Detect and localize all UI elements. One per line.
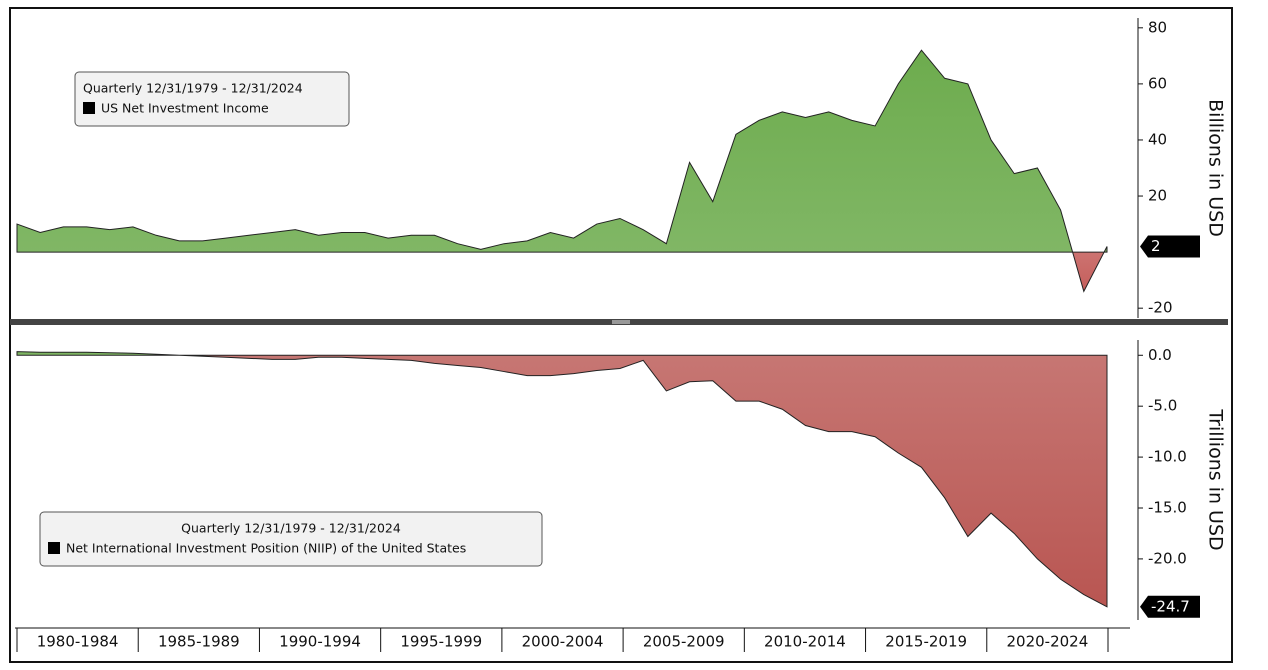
last-value-label: 2 — [1151, 237, 1161, 255]
y-axis-title: Billions in USD — [1205, 99, 1227, 237]
area — [16, 351, 1108, 608]
x-tick-label: 2010-2014 — [764, 633, 846, 651]
legend: Quarterly 12/31/1979 - 12/31/2024 Net Int… — [39, 511, 543, 567]
legend-label: Net International Investment Position (N… — [66, 541, 466, 556]
x-tick-label: 2015-2019 — [885, 633, 967, 651]
y-tick-label: -20 — [1148, 299, 1173, 317]
area — [16, 49, 1108, 293]
y-tick-label: 80 — [1148, 18, 1167, 36]
legend-title: Quarterly 12/31/1979 - 12/31/2024 — [181, 521, 401, 536]
x-tick-label: 2000-2004 — [522, 633, 604, 651]
y-tick-label: -5.0 — [1148, 397, 1177, 415]
legend: Quarterly 12/31/1979 - 12/31/2024 US Net … — [74, 71, 350, 127]
divider-handle — [612, 320, 630, 324]
y-tick-label: -10.0 — [1148, 448, 1187, 466]
legend-box — [74, 71, 350, 127]
legend-swatch — [48, 542, 60, 554]
y-tick-label: 0.0 — [1148, 346, 1172, 364]
x-tick-label: 2005-2009 — [643, 633, 725, 651]
legend-swatch — [83, 102, 95, 114]
x-tick-label: 1995-1999 — [400, 633, 482, 651]
last-value-tag — [1140, 235, 1200, 258]
x-tick-label: 1985-1989 — [158, 633, 240, 651]
y-tick-label: 40 — [1148, 130, 1167, 148]
x-tick-label: 1980-1984 — [37, 633, 119, 651]
legend-title: Quarterly 12/31/1979 - 12/31/2024 — [83, 81, 303, 96]
y-tick-label: 20 — [1148, 187, 1167, 205]
frame — [9, 7, 1233, 663]
legend-box — [39, 511, 543, 567]
x-tick-label: 2020-2024 — [1007, 633, 1089, 651]
y-tick-label: -15.0 — [1148, 499, 1187, 517]
legend-label: US Net Investment Income — [101, 101, 269, 116]
y-tick-label: 60 — [1148, 74, 1167, 92]
last-value-label: -24.7 — [1151, 597, 1190, 615]
y-axis-title: Trillions in USD — [1205, 408, 1227, 550]
y-tick-label: -20.0 — [1148, 549, 1187, 567]
x-tick-label: 1990-1994 — [279, 633, 361, 651]
last-value-tag — [1140, 595, 1200, 618]
